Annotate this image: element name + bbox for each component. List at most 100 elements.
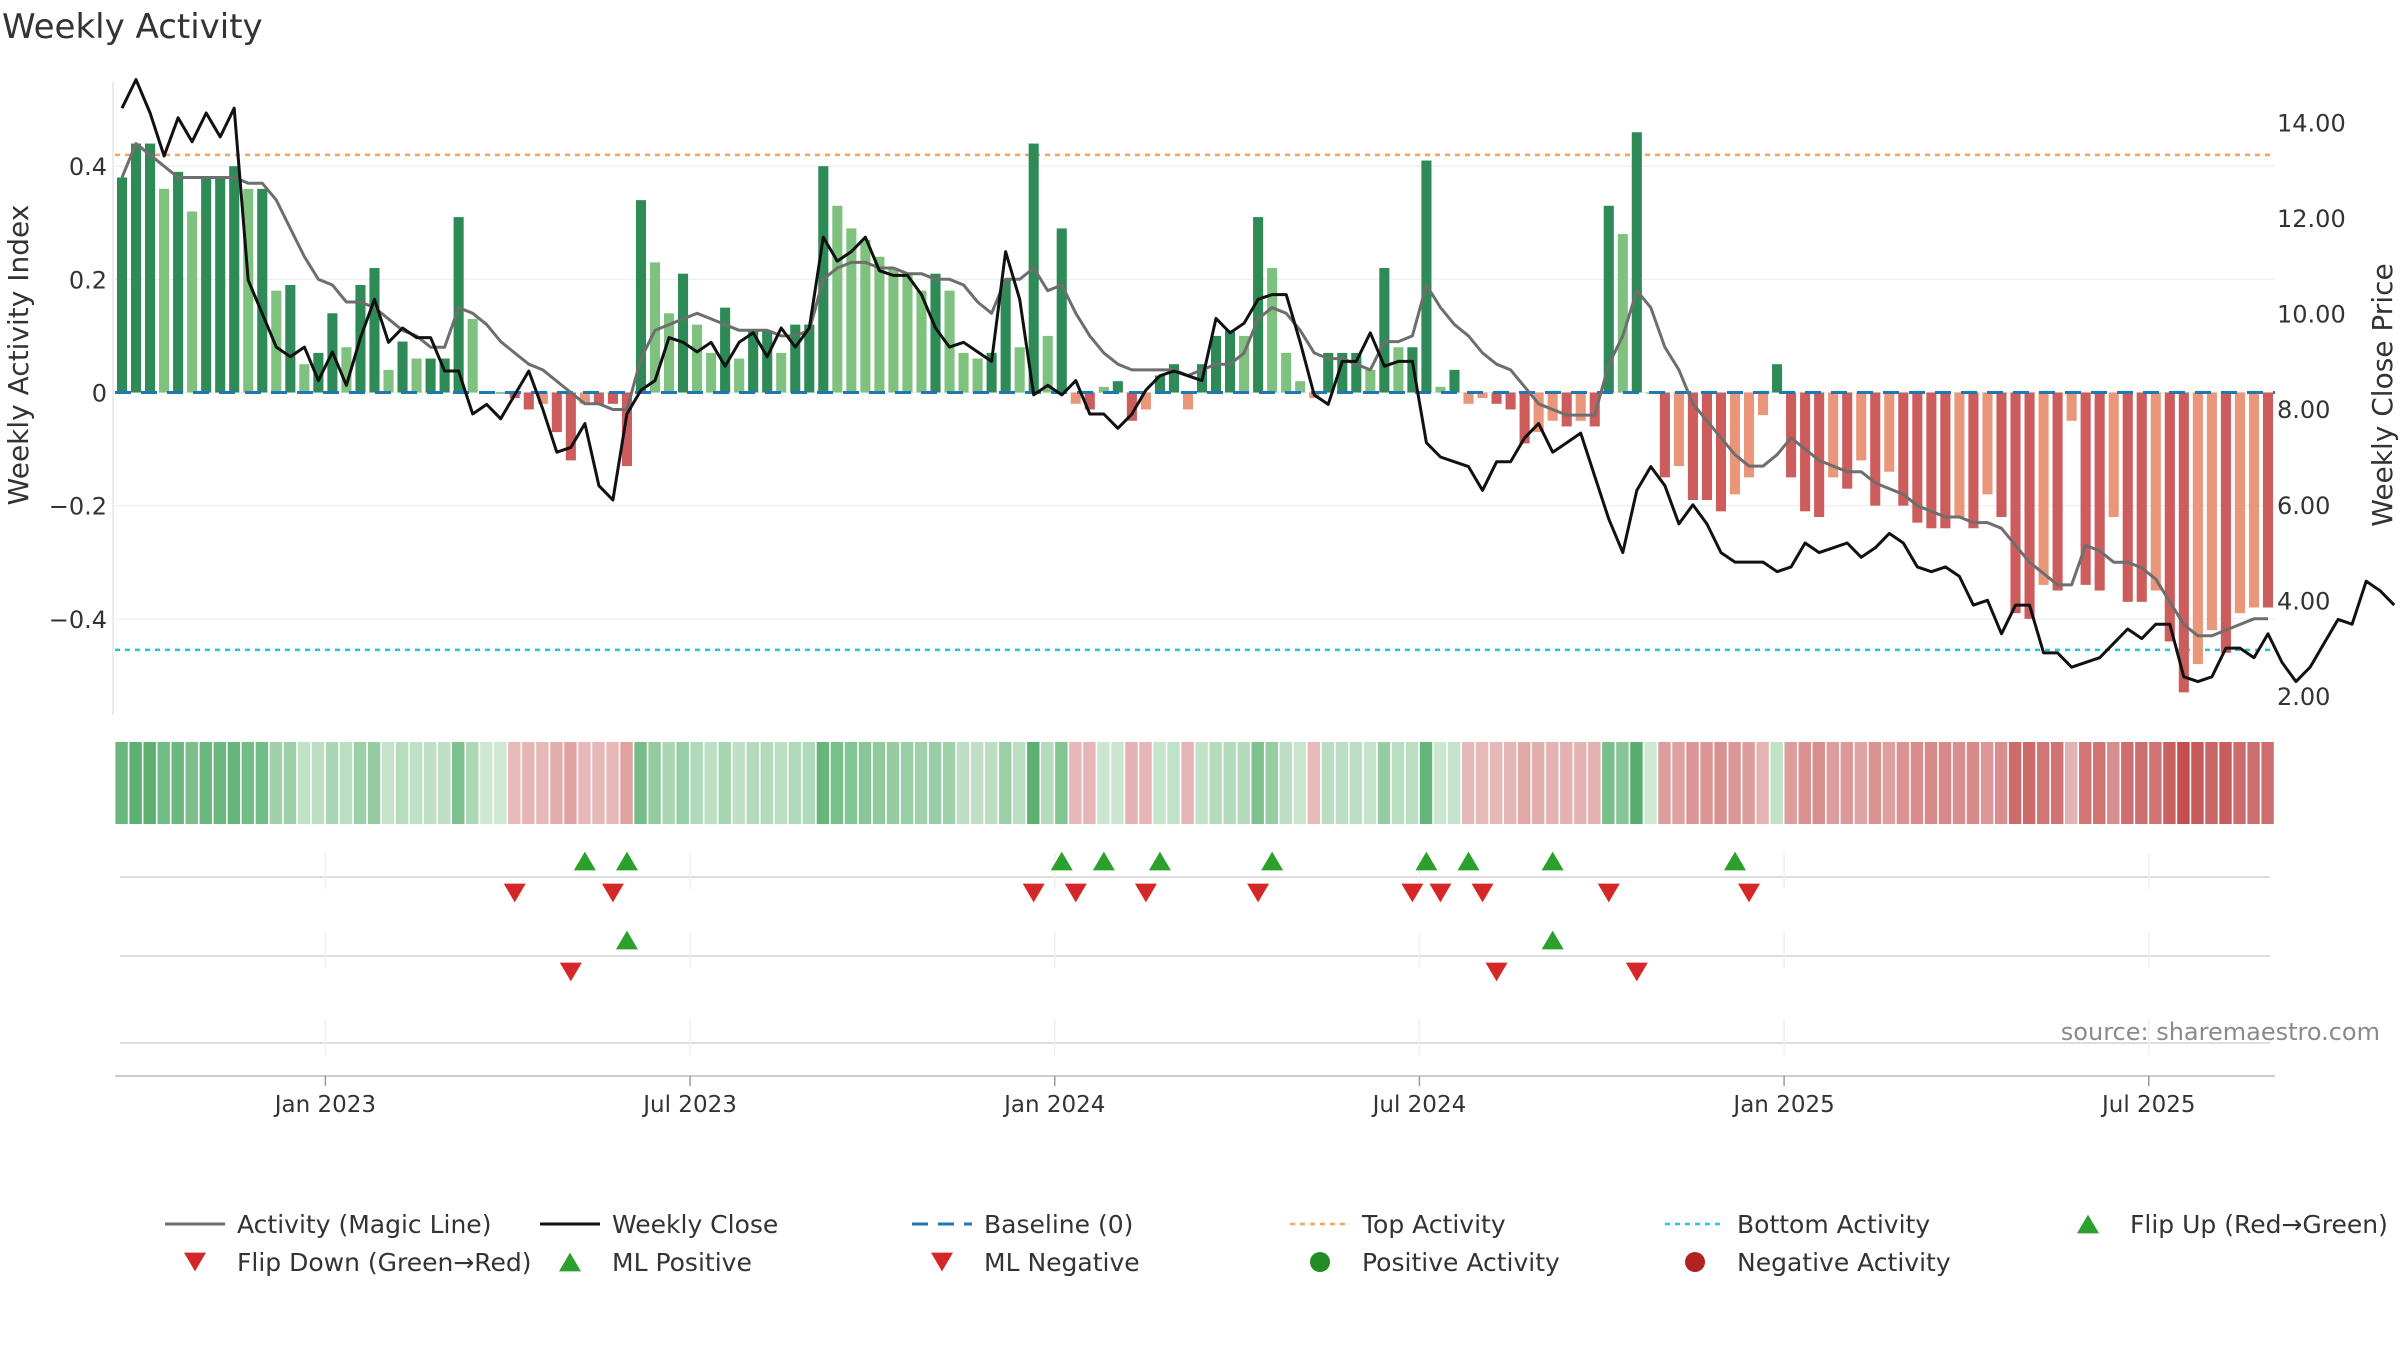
flip-up-marker — [1261, 851, 1284, 871]
heat-cell — [1195, 742, 1208, 824]
activity-bar — [888, 268, 899, 393]
activity-bar — [678, 273, 689, 393]
heat-cell — [1910, 742, 1924, 824]
heat-cell — [1279, 742, 1292, 824]
activity-bar — [1000, 279, 1011, 393]
heat-cell — [1994, 742, 2008, 824]
heat-cell — [1391, 742, 1405, 824]
activity-bar — [145, 143, 156, 393]
activity-bar — [453, 217, 464, 393]
heat-strip — [115, 742, 2274, 824]
activity-bar — [439, 358, 450, 393]
ml-negative-marker — [1625, 962, 1648, 982]
heat-cell — [872, 742, 886, 824]
heat-cell — [1363, 742, 1377, 824]
heat-cell — [129, 742, 142, 824]
heat-cell — [886, 742, 900, 824]
activity-bar — [1421, 160, 1432, 393]
heat-cell — [1125, 742, 1138, 824]
activity-bar — [2038, 392, 2049, 585]
heat-cell — [1714, 742, 1727, 824]
heat-cell — [1532, 742, 1545, 824]
legend-swatch — [184, 1252, 206, 1272]
heat-cell — [2093, 742, 2106, 824]
heat-cell — [1433, 742, 1447, 824]
source-label: source: sharemaestro.com — [2061, 1018, 2380, 1046]
heat-cell — [844, 742, 858, 824]
activity-bar — [972, 358, 983, 393]
activity-bar — [762, 330, 773, 393]
activity-bar — [523, 392, 534, 410]
activity-bar — [2178, 392, 2189, 693]
activity-bar — [1729, 392, 1741, 495]
activity-bar — [1800, 392, 1811, 512]
heat-cell — [1307, 742, 1321, 824]
activity-bar — [1954, 392, 1965, 517]
heat-cell — [1013, 742, 1026, 824]
heat-cell — [241, 742, 255, 824]
heat-cell — [466, 742, 479, 824]
activity-bar — [2066, 392, 2077, 421]
x-tick-label: Jan 2025 — [1731, 1092, 1834, 1118]
activity-bar — [565, 392, 576, 461]
heat-cell — [283, 742, 297, 824]
heat-cell — [774, 742, 788, 824]
activity-bar — [1435, 386, 1446, 393]
legend-item-negact: Negative Activity — [1685, 1248, 1951, 1277]
activity-bar — [299, 364, 310, 393]
activity-bar — [285, 285, 296, 393]
heat-cell — [1826, 742, 1839, 824]
heat-cell — [325, 742, 339, 824]
heat-cell — [1840, 742, 1854, 824]
heat-cell — [1321, 742, 1335, 824]
legend-label: Positive Activity — [1362, 1248, 1560, 1277]
heat-cell — [648, 742, 661, 824]
legend-item-magic: Activity (Magic Line) — [165, 1210, 491, 1239]
activity-bar — [215, 177, 226, 393]
activity-bar — [1267, 268, 1278, 393]
heat-cell — [606, 742, 619, 824]
x-tick-label: Jul 2023 — [641, 1092, 737, 1118]
activity-bar — [383, 369, 394, 393]
y-tick-label: 0.4 — [69, 153, 107, 181]
heat-cell — [1742, 742, 1755, 824]
activity-bar — [1463, 392, 1474, 404]
legend-item-close: Weekly Close — [540, 1210, 778, 1239]
heat-cell — [494, 742, 507, 824]
heat-cell — [452, 742, 465, 824]
heat-cell — [1560, 742, 1573, 824]
flip-up-marker — [573, 851, 596, 871]
activity-bar — [635, 200, 647, 393]
activity-bar — [1533, 392, 1544, 433]
ml-negative-marker — [559, 962, 582, 982]
main-grid — [112, 82, 2275, 715]
y-tick-label: −0.2 — [49, 493, 107, 521]
heat-cell — [732, 742, 745, 824]
activity-bar — [1098, 386, 1109, 393]
activity-bar — [2206, 392, 2217, 631]
activity-bar — [1491, 392, 1502, 404]
legend-item-mlneg: ML Negative — [931, 1248, 1140, 1277]
heat-cell — [1251, 742, 1264, 824]
heat-cell — [353, 742, 367, 824]
heat-cell — [1461, 742, 1475, 824]
activity-bar — [649, 262, 661, 393]
activity-bars — [116, 132, 2274, 693]
heat-cell — [2121, 742, 2134, 824]
activity-bar — [2010, 392, 2021, 614]
heat-cell — [830, 742, 844, 824]
heat-cell — [2036, 742, 2050, 824]
heat-cell — [255, 742, 269, 824]
activity-bar — [607, 392, 618, 404]
heat-cell — [1027, 742, 1040, 824]
heat-cell — [1041, 742, 1054, 824]
legend-label: ML Positive — [612, 1248, 752, 1277]
legend-swatch — [1310, 1252, 1330, 1272]
flip-down-marker — [1134, 883, 1157, 903]
activity-bar — [2052, 392, 2063, 591]
activity-bar — [1393, 347, 1404, 393]
heat-cell — [1349, 742, 1363, 824]
activity-bar — [173, 171, 184, 393]
activity-bar — [2150, 392, 2161, 591]
heat-cell — [269, 742, 283, 824]
